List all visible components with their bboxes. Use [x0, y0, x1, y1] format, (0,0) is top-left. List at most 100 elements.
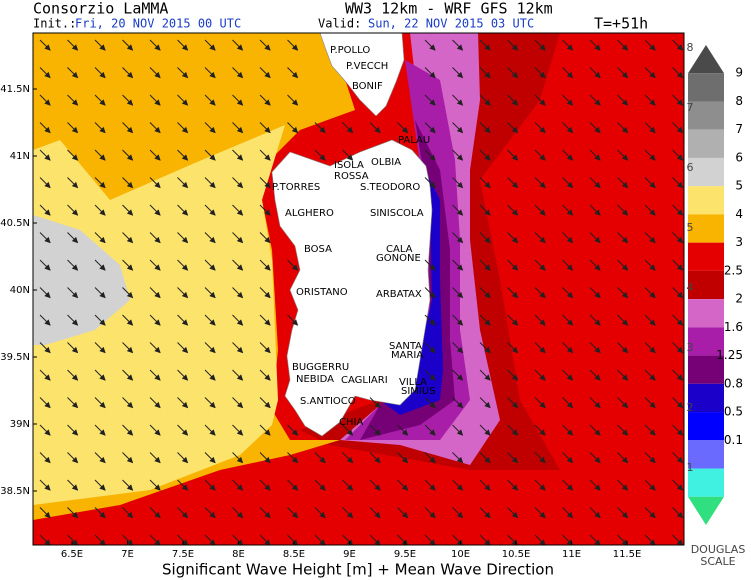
arrow	[672, 94, 684, 106]
arrow	[232, 342, 244, 354]
arrow	[452, 232, 464, 244]
sea-5	[33, 125, 285, 505]
arrow	[479, 204, 491, 216]
arrow	[369, 452, 381, 464]
arrow	[342, 122, 354, 134]
arrow	[644, 507, 656, 519]
arrow	[177, 369, 189, 381]
arrow	[177, 342, 189, 354]
arrow	[232, 39, 244, 51]
arrow	[507, 479, 519, 491]
douglas-label: 6	[687, 161, 694, 174]
arrow	[94, 94, 106, 106]
douglas-label: 5	[687, 221, 694, 234]
arrow	[589, 122, 601, 134]
arrow	[177, 534, 189, 545]
arrow	[39, 122, 51, 134]
arrow	[452, 397, 464, 409]
colorbar-band	[688, 214, 724, 243]
arrow	[562, 287, 574, 299]
arrow	[39, 232, 51, 244]
arrow	[479, 149, 491, 161]
arrow	[562, 479, 574, 491]
lon-label: 10E	[451, 549, 470, 560]
arrow	[644, 122, 656, 134]
arrow	[479, 122, 491, 134]
arrow	[94, 397, 106, 409]
arrow	[479, 507, 491, 519]
arrow	[232, 94, 244, 106]
arrow	[259, 314, 271, 326]
place-name: ISOLA	[334, 160, 364, 171]
map-ticks: 41.5N 41N 40.5N 40N 39.5N 39N 38.5N 6.5E 7E 7.5E 8…	[0, 84, 641, 560]
arrow	[644, 397, 656, 409]
arrow	[232, 424, 244, 436]
arrow	[562, 452, 574, 464]
arrow	[534, 232, 546, 244]
arrow	[617, 369, 629, 381]
arrow	[94, 122, 106, 134]
lead-time: T=+51h	[594, 15, 648, 33]
arrow	[589, 479, 601, 491]
arrow	[94, 232, 106, 244]
arrow	[369, 397, 381, 409]
place-name: SANTA	[389, 341, 422, 352]
arrow	[232, 177, 244, 189]
arrow	[232, 232, 244, 244]
arrow	[479, 534, 491, 545]
arrow	[479, 479, 491, 491]
arrow	[67, 39, 79, 51]
arrow	[507, 204, 519, 216]
place-name: PALAU	[398, 135, 430, 146]
arrow	[122, 342, 134, 354]
arrow	[589, 424, 601, 436]
colorbar-band	[688, 440, 724, 469]
arrow	[67, 534, 79, 545]
arrow	[644, 39, 656, 51]
arrow	[149, 39, 161, 51]
colorbar-label: 2	[735, 292, 743, 306]
arrow	[94, 479, 106, 491]
arrow	[287, 67, 299, 79]
arrow	[589, 232, 601, 244]
arrow	[287, 507, 299, 519]
arrow	[259, 39, 271, 51]
arrow	[589, 314, 601, 326]
arrow	[67, 424, 79, 436]
arrow	[67, 507, 79, 519]
arrow	[369, 479, 381, 491]
arrow	[672, 424, 684, 436]
arrow	[617, 232, 629, 244]
arrow	[617, 314, 629, 326]
arrow	[314, 149, 326, 161]
arrow	[39, 479, 51, 491]
arrow	[94, 369, 106, 381]
arrow	[589, 397, 601, 409]
arrow	[617, 149, 629, 161]
place-name: ROSSA	[334, 171, 369, 182]
lat-label: 40N	[10, 285, 30, 296]
arrow	[204, 177, 216, 189]
arrow	[589, 507, 601, 519]
arrow	[67, 259, 79, 271]
place-name: OLBIA	[371, 157, 401, 168]
arrow	[232, 287, 244, 299]
arrow	[534, 287, 546, 299]
arrow	[534, 149, 546, 161]
arrow	[67, 67, 79, 79]
arrow	[589, 452, 601, 464]
arrow	[177, 122, 189, 134]
valid-time: Sun, 22 NOV 2015 03 UTC	[368, 17, 534, 31]
place-name: P.TORRES	[272, 182, 320, 193]
arrow	[177, 287, 189, 299]
colorbar-label: 1.25	[716, 348, 743, 362]
arrow	[177, 204, 189, 216]
arrow	[204, 67, 216, 79]
place-name: BOSA	[304, 244, 332, 255]
colorbar-cap	[688, 496, 724, 525]
arrow	[94, 424, 106, 436]
arrow	[562, 232, 574, 244]
arrow	[562, 204, 574, 216]
arrow	[232, 67, 244, 79]
arrow	[644, 342, 656, 354]
